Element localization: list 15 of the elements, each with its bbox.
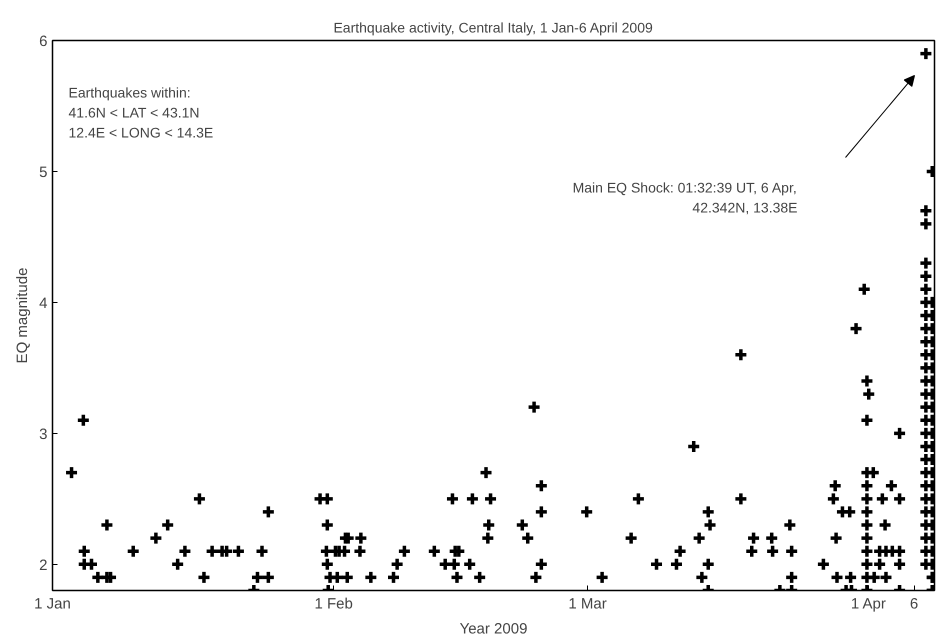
y-tick-label: 6 bbox=[39, 33, 48, 50]
x-tick-label: 1 Apr bbox=[850, 596, 886, 612]
y-tick-label: 3 bbox=[39, 426, 48, 443]
x-axis-title: Year 2009 bbox=[460, 620, 528, 638]
y-tick-label: 2 bbox=[39, 556, 48, 574]
y-tick-label: 4 bbox=[39, 294, 48, 312]
y-axis-title: EQ magnitude bbox=[14, 268, 32, 364]
annotation: Earthquakes within: 41.6N < LAT < 43.1N 12.4E < LONG < 14.3E bbox=[68, 84, 214, 140]
annotation: Main EQ Shock: 01:32:39 UT, 6 Apr, 42.342N, 13.38E bbox=[572, 180, 798, 216]
x-tick-label: 1 Feb bbox=[314, 596, 353, 612]
chart-title: Earthquake activity, Central Italy, 1 Jan-6 April 2009 bbox=[333, 20, 653, 36]
x-tick-label: 6 bbox=[910, 596, 918, 612]
x-tick-label: 1 Mar bbox=[568, 596, 607, 612]
y-tick-label: 5 bbox=[39, 164, 48, 181]
x-tick-label: 1 Jan bbox=[34, 596, 71, 612]
